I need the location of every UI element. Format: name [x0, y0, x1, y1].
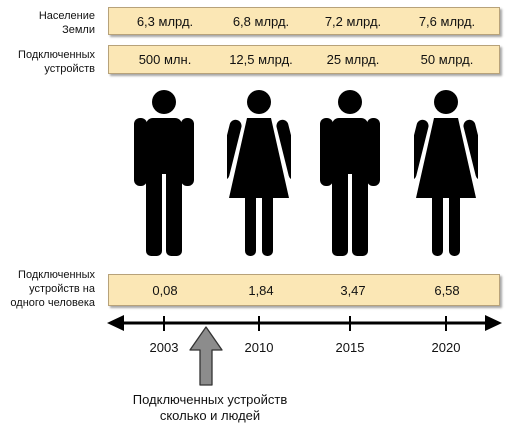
per-person-value: 3,47 [340, 282, 366, 298]
timeline-axis [107, 315, 502, 331]
devices-value: 12,5 млрд. [229, 52, 293, 67]
devices-value: 500 млн. [138, 52, 192, 67]
population-band: 6,3 млрд. 6,8 млрд. 7,2 млрд. 7,6 млрд. [108, 7, 500, 35]
woman-icon [227, 88, 291, 258]
per-person-value: 0,08 [152, 282, 178, 298]
per-person-label-line: устройств на [29, 283, 95, 295]
year-label: 2003 [149, 340, 179, 355]
population-value: 6,8 млрд. [232, 13, 290, 29]
marker-caption-line: сколько и людей [159, 408, 261, 423]
population-label-line: Земли [62, 24, 95, 36]
marker-caption-line: Подключенных устройств [132, 392, 288, 407]
population-value: 7,2 млрд. [324, 13, 382, 29]
devices-value: 50 млрд. [420, 52, 474, 67]
devices-label-line: Подключенных [18, 49, 95, 61]
per-person-label: Подключенных устройств на одного человек… [10, 268, 95, 310]
population-value: 7,6 млрд. [418, 13, 476, 29]
per-person-label-line: Подключенных [18, 269, 95, 281]
year-label: 2010 [244, 340, 274, 355]
population-label: Население Земли [39, 9, 95, 37]
devices-band: 500 млн. 12,5 млрд. 25 млрд. 50 млрд. [108, 45, 500, 74]
population-value: 6,3 млрд. [136, 13, 194, 29]
year-label: 2020 [431, 340, 461, 355]
man-icon [318, 88, 382, 258]
per-person-band: 0,08 1,84 3,47 6,58 [108, 274, 500, 306]
per-person-value: 1,84 [248, 282, 274, 298]
devices-value: 25 млрд. [326, 52, 380, 67]
up-arrow-icon [189, 326, 223, 386]
devices-label-line: устройств [44, 63, 95, 75]
devices-label: Подключенных устройств [18, 48, 95, 76]
woman-icon [414, 88, 478, 258]
population-label-line: Население [38, 10, 95, 22]
per-person-label-line: одного человека [10, 297, 95, 309]
year-label: 2015 [335, 340, 365, 355]
man-icon [132, 88, 196, 258]
marker-caption: Подключенных устройств сколько и людей [100, 392, 320, 424]
per-person-value: 6,58 [434, 282, 460, 298]
